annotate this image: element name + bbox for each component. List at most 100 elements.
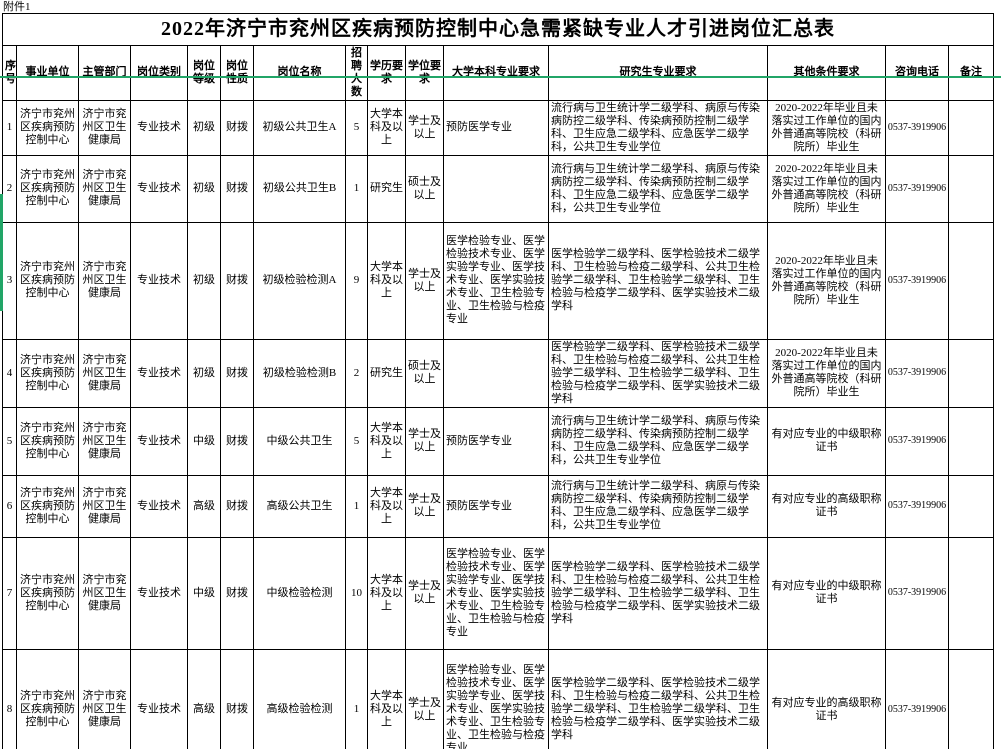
cell-education[interactable]: 大学本科及以上: [367, 406, 406, 476]
cell-phone[interactable]: 0537-3919906: [885, 221, 949, 340]
cell-position[interactable]: 高级公共卫生: [253, 474, 346, 538]
cell-nature[interactable]: 财拨: [220, 338, 254, 408]
cell-other[interactable]: 有对应专业的中级职称证书: [767, 536, 886, 650]
cell-grad-major[interactable]: 流行病与卫生统计学二级学科、病原与传染病防控二级学科、传染病预防控制二级学科、卫…: [548, 406, 768, 476]
col-position[interactable]: 岗位名称: [253, 45, 346, 101]
col-grad-major[interactable]: 研究生专业要求: [548, 45, 768, 101]
cell-remark[interactable]: [947, 99, 995, 156]
col-grade[interactable]: 岗位等级: [187, 45, 221, 101]
cell-remark[interactable]: [947, 221, 995, 340]
cell-undergrad-major[interactable]: 医学检验专业、医学检验技术专业、医学实验学专业、医学技术专业、医学实验技术专业、…: [443, 536, 549, 650]
cell-seq[interactable]: 4: [2, 338, 17, 408]
col-count[interactable]: 招聘人数: [345, 45, 368, 101]
cell-seq[interactable]: 5: [2, 406, 17, 476]
cell-other[interactable]: 2020-2022年毕业且未落实过工作单位的国内外普通高等院校（科研院所）毕业生: [767, 154, 886, 223]
cell-dept[interactable]: 济宁市兖州区卫生健康局: [78, 648, 131, 749]
cell-nature[interactable]: 财拨: [220, 474, 254, 538]
cell-category[interactable]: 专业技术: [130, 99, 188, 156]
cell-degree[interactable]: 学士及以上: [405, 474, 444, 538]
cell-education[interactable]: 大学本科及以上: [367, 474, 406, 538]
cell-nature[interactable]: 财拨: [220, 406, 254, 476]
cell-phone[interactable]: 0537-3919906: [885, 648, 949, 749]
cell-position[interactable]: 高级检验检测: [253, 648, 346, 749]
cell-count[interactable]: 5: [345, 99, 368, 156]
cell-count[interactable]: 9: [345, 221, 368, 340]
cell-degree[interactable]: 学士及以上: [405, 648, 444, 749]
cell-grade[interactable]: 初级: [187, 154, 221, 223]
cell-grade[interactable]: 高级: [187, 474, 221, 538]
cell-org[interactable]: 济宁市兖州区疾病预防控制中心: [16, 99, 79, 156]
col-nature[interactable]: 岗位性质: [220, 45, 254, 101]
cell-category[interactable]: 专业技术: [130, 338, 188, 408]
cell-undergrad-major[interactable]: 预防医学专业: [443, 406, 549, 476]
cell-grade[interactable]: 初级: [187, 221, 221, 340]
cell-position[interactable]: 初级检验检测B: [253, 338, 346, 408]
cell-degree[interactable]: 学士及以上: [405, 536, 444, 650]
col-seq[interactable]: 序号: [2, 45, 17, 101]
cell-remark[interactable]: [947, 406, 995, 476]
cell-education[interactable]: 大学本科及以上: [367, 648, 406, 749]
cell-count[interactable]: 1: [345, 154, 368, 223]
cell-category[interactable]: 专业技术: [130, 406, 188, 476]
cell-undergrad-major[interactable]: [443, 338, 549, 408]
col-org[interactable]: 事业单位: [16, 45, 79, 101]
cell-remark[interactable]: [947, 536, 995, 650]
col-category[interactable]: 岗位类别: [130, 45, 188, 101]
cell-seq[interactable]: 6: [2, 474, 17, 538]
cell-grad-major[interactable]: 流行病与卫生统计学二级学科、病原与传染病防控二级学科、传染病预防控制二级学科、卫…: [548, 474, 768, 538]
cell-category[interactable]: 专业技术: [130, 474, 188, 538]
cell-dept[interactable]: 济宁市兖州区卫生健康局: [78, 406, 131, 476]
table-title[interactable]: 2022年济宁市兖州区疾病预防控制中心急需紧缺专业人才引进岗位汇总表: [1, 13, 995, 46]
cell-org[interactable]: 济宁市兖州区疾病预防控制中心: [16, 154, 79, 223]
cell-phone[interactable]: 0537-3919906: [885, 536, 949, 650]
cell-grade[interactable]: 初级: [187, 338, 221, 408]
cell-grade[interactable]: 中级: [187, 406, 221, 476]
cell-phone[interactable]: 0537-3919906: [885, 474, 949, 538]
cell-undergrad-major[interactable]: 预防医学专业: [443, 474, 549, 538]
cell-dept[interactable]: 济宁市兖州区卫生健康局: [78, 338, 131, 408]
cell-other[interactable]: 2020-2022年毕业且未落实过工作单位的国内外普通高等院校（科研院所）毕业生: [767, 221, 886, 340]
cell-count[interactable]: 10: [345, 536, 368, 650]
cell-category[interactable]: 专业技术: [130, 648, 188, 749]
cell-degree[interactable]: 硕士及以上: [405, 338, 444, 408]
cell-grade[interactable]: 中级: [187, 536, 221, 650]
cell-phone[interactable]: 0537-3919906: [885, 154, 949, 223]
cell-degree[interactable]: 学士及以上: [405, 406, 444, 476]
cell-org[interactable]: 济宁市兖州区疾病预防控制中心: [16, 221, 79, 340]
cell-grade[interactable]: 初级: [187, 99, 221, 156]
cell-dept[interactable]: 济宁市兖州区卫生健康局: [78, 99, 131, 156]
cell-education[interactable]: 大学本科及以上: [367, 221, 406, 340]
col-other[interactable]: 其他条件要求: [767, 45, 886, 101]
attachment-label[interactable]: 附件1: [3, 1, 31, 13]
cell-seq[interactable]: 2: [2, 154, 17, 223]
cell-org[interactable]: 济宁市兖州区疾病预防控制中心: [16, 338, 79, 408]
cell-education[interactable]: 研究生: [367, 338, 406, 408]
cell-position[interactable]: 初级公共卫生B: [253, 154, 346, 223]
cell-remark[interactable]: [947, 338, 995, 408]
cell-seq[interactable]: 3: [2, 221, 17, 340]
cell-seq[interactable]: 7: [2, 536, 17, 650]
cell-other[interactable]: 有对应专业的高级职称证书: [767, 474, 886, 538]
cell-grade[interactable]: 高级: [187, 648, 221, 749]
cell-category[interactable]: 专业技术: [130, 536, 188, 650]
cell-seq[interactable]: 8: [2, 648, 17, 749]
col-phone[interactable]: 咨询电话: [885, 45, 949, 101]
cell-other[interactable]: 有对应专业的中级职称证书: [767, 406, 886, 476]
cell-undergrad-major[interactable]: 医学检验专业、医学检验技术专业、医学实验学专业、医学技术专业、医学实验技术专业、…: [443, 221, 549, 340]
cell-grad-major[interactable]: 流行病与卫生统计学二级学科、病原与传染病防控二级学科、传染病预防控制二级学科、卫…: [548, 154, 768, 223]
cell-degree[interactable]: 学士及以上: [405, 99, 444, 156]
cell-degree[interactable]: 硕士及以上: [405, 154, 444, 223]
cell-other[interactable]: 2020-2022年毕业且未落实过工作单位的国内外普通高等院校（科研院所）毕业生: [767, 99, 886, 156]
col-undergrad-major[interactable]: 大学本科专业要求: [443, 45, 549, 101]
cell-dept[interactable]: 济宁市兖州区卫生健康局: [78, 536, 131, 650]
cell-phone[interactable]: 0537-3919906: [885, 406, 949, 476]
col-education[interactable]: 学历要求: [367, 45, 406, 101]
cell-nature[interactable]: 财拨: [220, 221, 254, 340]
cell-nature[interactable]: 财拨: [220, 99, 254, 156]
cell-phone[interactable]: 0537-3919906: [885, 338, 949, 408]
cell-count[interactable]: 2: [345, 338, 368, 408]
cell-dept[interactable]: 济宁市兖州区卫生健康局: [78, 154, 131, 223]
cell-grad-major[interactable]: 医学检验学二级学科、医学检验技术二级学科、卫生检验与检疫二级学科、公共卫生检验学…: [548, 536, 768, 650]
cell-category[interactable]: 专业技术: [130, 154, 188, 223]
cell-grad-major[interactable]: 流行病与卫生统计学二级学科、病原与传染病防控二级学科、传染病预防控制二级学科、卫…: [548, 99, 768, 156]
